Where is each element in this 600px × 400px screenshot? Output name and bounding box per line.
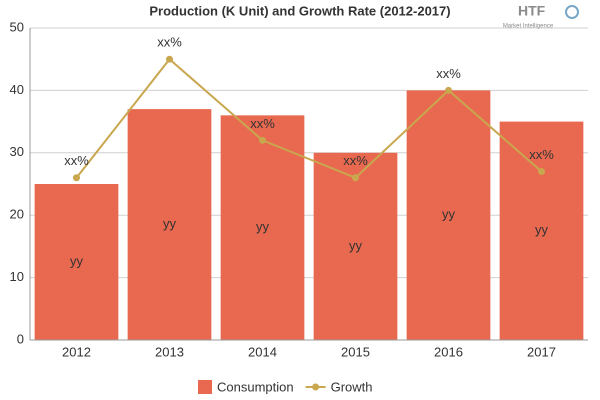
legend-label: Consumption	[217, 379, 294, 394]
y-tick-label: 10	[10, 269, 24, 284]
bar-label: yy	[163, 216, 177, 231]
bar	[499, 121, 584, 340]
bar-label: yy	[256, 219, 270, 234]
x-tick-label: 2014	[248, 344, 277, 359]
x-tick-label: 2013	[155, 344, 184, 359]
point	[73, 174, 80, 182]
point-label: xx%	[343, 153, 368, 168]
point	[259, 136, 266, 144]
y-tick-label: 30	[10, 144, 24, 159]
point	[538, 168, 545, 176]
line	[75, 57, 543, 179]
y-tick-label: 40	[10, 82, 24, 97]
bar-label: yy	[70, 253, 84, 268]
y-tick-label: 20	[10, 207, 24, 222]
bar	[406, 90, 491, 341]
x-tick-label: 2012	[62, 344, 91, 359]
chart-title: Production (K Unit) and Growth Rate (201…	[149, 3, 450, 18]
x-tick-label: 2017	[527, 344, 556, 359]
legend-swatch	[198, 380, 212, 394]
x-tick-label: 2016	[434, 344, 463, 359]
point-label: xx%	[250, 116, 275, 131]
legend-swatch	[312, 383, 320, 391]
legend-label: Growth	[331, 379, 373, 394]
y-tick-label: 50	[10, 19, 24, 34]
logo-text: Market Intelligence	[503, 24, 554, 30]
point	[352, 174, 359, 182]
bar	[127, 109, 212, 341]
point-label: xx%	[157, 35, 182, 50]
bar-label: yy	[535, 222, 549, 237]
bar	[220, 115, 305, 340]
bar	[34, 184, 119, 340]
bar-label: yy	[349, 238, 363, 253]
logo-icon	[565, 5, 579, 19]
point-label: xx%	[436, 66, 461, 81]
x-tick-label: 2015	[341, 344, 370, 359]
point-label: xx%	[64, 153, 89, 168]
logo-mark: HTF	[518, 3, 546, 19]
bar-label: yy	[442, 207, 456, 222]
point	[445, 86, 452, 94]
point-label: xx%	[529, 147, 554, 162]
bar	[313, 152, 398, 340]
point	[166, 55, 173, 63]
y-tick-label: 0	[17, 331, 24, 346]
